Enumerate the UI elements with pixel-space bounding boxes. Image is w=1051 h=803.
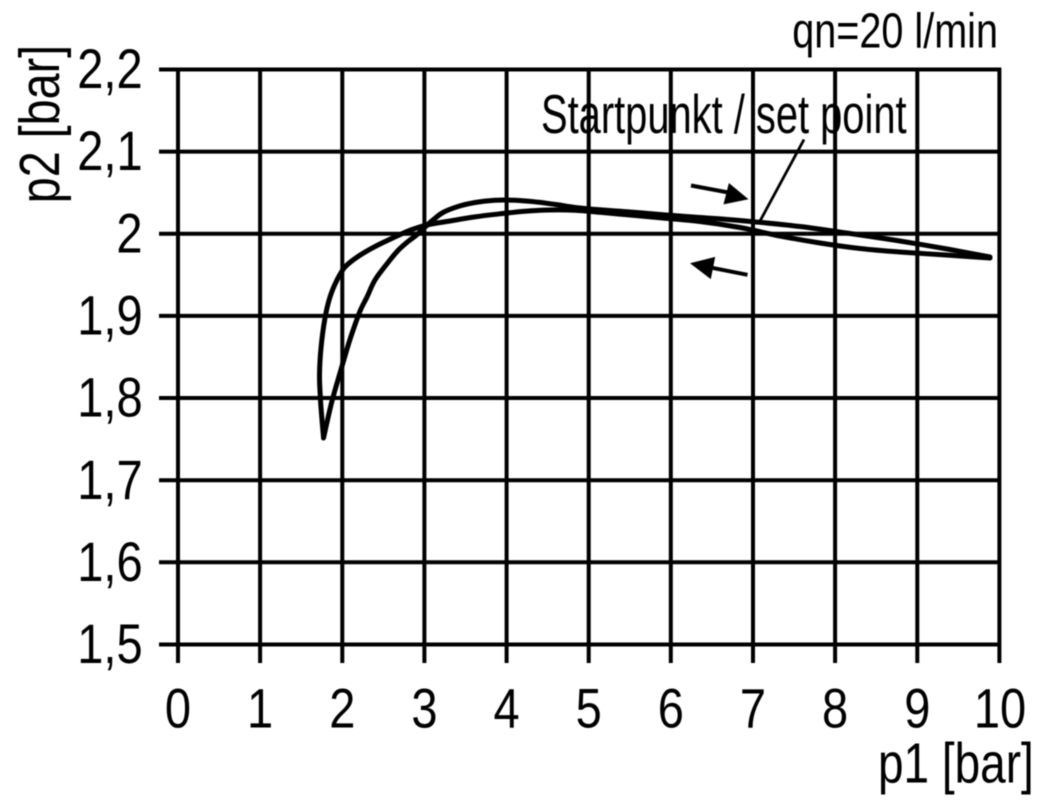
svg-text:2,1: 2,1 <box>77 119 142 182</box>
svg-text:1: 1 <box>247 677 273 740</box>
svg-text:9: 9 <box>904 677 930 740</box>
svg-text:8: 8 <box>822 677 848 740</box>
svg-text:5: 5 <box>576 677 602 740</box>
svg-text:qn=20 l/min: qn=20 l/min <box>792 3 998 58</box>
svg-text:1,5: 1,5 <box>77 612 142 675</box>
svg-text:Startpunkt / set point: Startpunkt / set point <box>541 85 907 146</box>
svg-text:0: 0 <box>165 677 191 740</box>
svg-text:1,6: 1,6 <box>77 530 142 593</box>
svg-text:2,2: 2,2 <box>77 37 142 100</box>
svg-text:1,9: 1,9 <box>77 284 142 347</box>
svg-text:3: 3 <box>411 677 437 740</box>
svg-text:p2 [bar]: p2 [bar] <box>9 45 72 203</box>
svg-text:6: 6 <box>658 677 684 740</box>
svg-text:10: 10 <box>974 677 1026 740</box>
svg-text:2: 2 <box>329 677 355 740</box>
svg-text:p1 [bar]: p1 [bar] <box>878 731 1034 795</box>
svg-text:4: 4 <box>494 677 520 740</box>
svg-text:2: 2 <box>116 201 142 264</box>
svg-text:1,7: 1,7 <box>77 448 142 511</box>
svg-text:1,8: 1,8 <box>77 366 142 429</box>
svg-text:7: 7 <box>740 677 766 740</box>
